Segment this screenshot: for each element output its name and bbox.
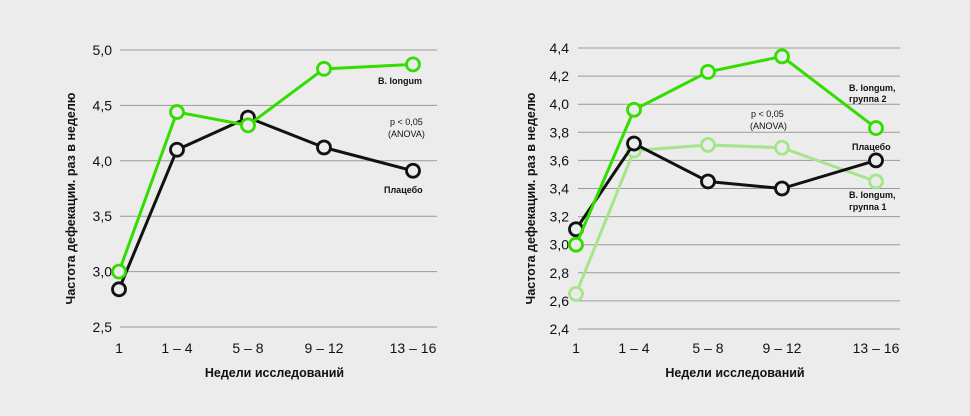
data-point-series-1 (316, 60, 332, 77)
chart-annotation: Плацебо (384, 185, 423, 195)
x-tick-label: 5 – 8 (692, 340, 723, 356)
data-point-series-1 (111, 263, 127, 280)
y-tick-label: 2,5 (93, 319, 113, 335)
data-point-series-2 (700, 63, 716, 80)
series-line-0 (574, 143, 877, 295)
data-point-series-0 (774, 139, 790, 156)
y-tick-label: 2,8 (550, 265, 570, 281)
chart-annotation: группа 2 (849, 94, 887, 104)
data-point-series-0 (169, 141, 185, 158)
y-tick-label: 3,6 (550, 152, 570, 168)
x-tick-label: 9 – 12 (305, 340, 344, 356)
x-tick-label: 1 (572, 340, 580, 356)
y-tick-label: 2,6 (550, 293, 570, 309)
y-tick-label: 3,8 (550, 124, 570, 140)
chart-annotation: p < 0,05 (751, 109, 784, 119)
chart-annotation: группа 1 (849, 202, 887, 212)
chart-annotation: (ANOVA) (388, 129, 425, 139)
chart-annotation: B. longum, (849, 83, 896, 93)
data-point-series-2 (568, 236, 584, 253)
data-point-series-0 (868, 173, 884, 190)
y-tick-label: 4,2 (550, 68, 570, 84)
data-point-series-1 (700, 173, 716, 190)
x-axis-title: Недели исследований (665, 366, 804, 380)
series-line-1 (117, 62, 414, 273)
chart-left-defecation-frequency: 2,5 3,0 3,5 4,0 4,5 5,0 1 1 – 4 5 – 8 9 – 12 13 – … (64, 42, 437, 380)
chart-annotation: B. longum (378, 76, 422, 86)
x-tick-label: 13 – 16 (390, 340, 437, 356)
y-tick-label: 3,4 (550, 181, 570, 197)
data-point-series-0 (111, 281, 127, 298)
data-point-series-0 (568, 285, 584, 302)
y-axis-title: Частота дефекации. раз в неделю (524, 92, 538, 304)
x-tick-label: 1 (115, 340, 123, 356)
series-line-0 (117, 116, 414, 290)
data-point-series-1 (626, 135, 642, 152)
x-tick-label: 5 – 8 (232, 340, 263, 356)
x-tick-label: 1 – 4 (618, 340, 649, 356)
data-point-series-0 (700, 137, 716, 153)
y-tick-label: 4,0 (550, 96, 570, 112)
data-point-series-2 (774, 48, 790, 65)
y-tick-label: 3,0 (550, 237, 570, 253)
y-tick-label: 4,4 (550, 40, 570, 56)
x-axis-title: Недели исследований (205, 366, 344, 380)
y-axis-title: Частота дефекации. раз в неделю (64, 92, 78, 304)
y-tick-label: 3,5 (93, 208, 113, 224)
y-tick-label: 4,5 (93, 97, 113, 113)
data-point-series-1 (774, 180, 790, 197)
y-tick-label: 5,0 (93, 42, 113, 58)
data-point-series-1 (240, 117, 256, 134)
chart-annotation: B. longum, (849, 190, 896, 200)
data-point-series-0 (405, 162, 421, 179)
chart-annotation: Плацебо (852, 142, 891, 152)
data-point-series-2 (868, 120, 884, 136)
chart-annotation: (ANOVA) (750, 121, 787, 131)
data-point-series-1 (868, 152, 884, 169)
data-point-series-0 (316, 139, 332, 156)
data-point-series-2 (626, 101, 642, 118)
y-tick-label: 2,4 (550, 321, 570, 337)
chart-annotation: p < 0,05 (390, 117, 423, 127)
y-tick-label: 3,2 (550, 209, 570, 225)
data-point-series-1 (169, 104, 185, 120)
x-tick-label: 9 – 12 (763, 340, 802, 356)
x-tick-label: 13 – 16 (853, 340, 900, 356)
y-tick-label: 4,0 (93, 153, 113, 169)
data-point-series-1 (405, 56, 421, 73)
y-tick-label: 3,0 (93, 264, 113, 280)
x-tick-label: 1 – 4 (161, 340, 192, 356)
chart-right-defecation-frequency: 2,4 2,6 2,8 3,0 3,2 3,4 3,6 3,8 4,0 4,2 4,4 1 1 – 4 5… (524, 40, 900, 380)
